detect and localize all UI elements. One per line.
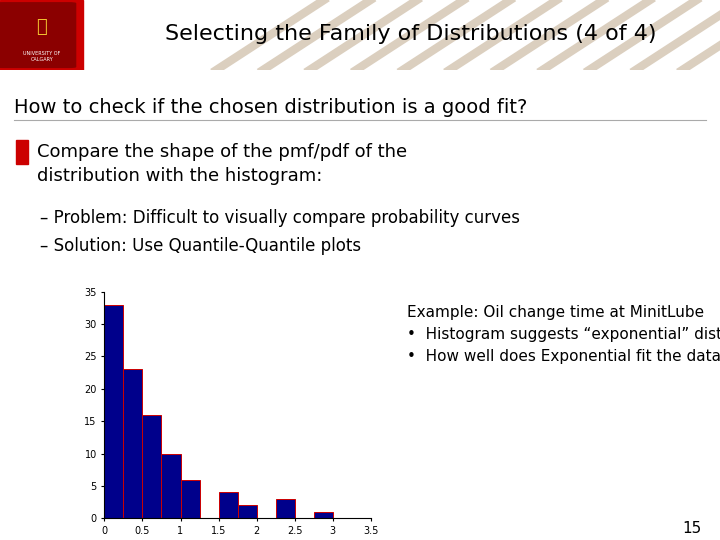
Bar <box>161 454 181 518</box>
Bar <box>123 369 143 518</box>
Text: 15: 15 <box>683 521 702 536</box>
Bar <box>314 512 333 518</box>
Bar <box>219 492 238 518</box>
Bar <box>16 140 28 164</box>
Text: How to check if the chosen distribution is a good fit?: How to check if the chosen distribution … <box>14 98 528 117</box>
Bar <box>104 305 123 518</box>
Bar <box>276 499 294 518</box>
Text: UNIVERSITY OF
CALGARY: UNIVERSITY OF CALGARY <box>23 51 60 62</box>
Bar <box>181 480 199 518</box>
Text: – Solution: Use Quantile-Quantile plots: – Solution: Use Quantile-Quantile plots <box>40 237 361 255</box>
Text: – Problem: Difficult to visually compare probability curves: – Problem: Difficult to visually compare… <box>40 209 520 227</box>
Text: Compare the shape of the pmf/pdf of the
distribution with the histogram:: Compare the shape of the pmf/pdf of the … <box>37 143 408 185</box>
Bar <box>143 415 161 518</box>
Bar <box>0 0 83 70</box>
Text: Selecting the Family of Distributions (4 of 4): Selecting the Family of Distributions (4… <box>165 24 656 44</box>
Text: ⛨: ⛨ <box>37 18 47 36</box>
FancyBboxPatch shape <box>0 3 76 68</box>
Text: Example: Oil change time at MinitLube
•  Histogram suggests “exponential” dist.
: Example: Oil change time at MinitLube • … <box>407 305 720 364</box>
Bar <box>238 505 256 518</box>
